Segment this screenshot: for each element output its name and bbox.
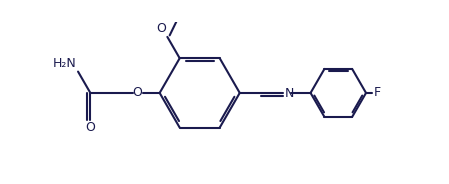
Text: F: F bbox=[374, 86, 381, 99]
Text: N: N bbox=[284, 87, 294, 100]
Text: O: O bbox=[156, 22, 166, 35]
Text: O: O bbox=[85, 121, 95, 134]
Text: O: O bbox=[132, 86, 142, 99]
Text: H₂N: H₂N bbox=[53, 57, 76, 70]
